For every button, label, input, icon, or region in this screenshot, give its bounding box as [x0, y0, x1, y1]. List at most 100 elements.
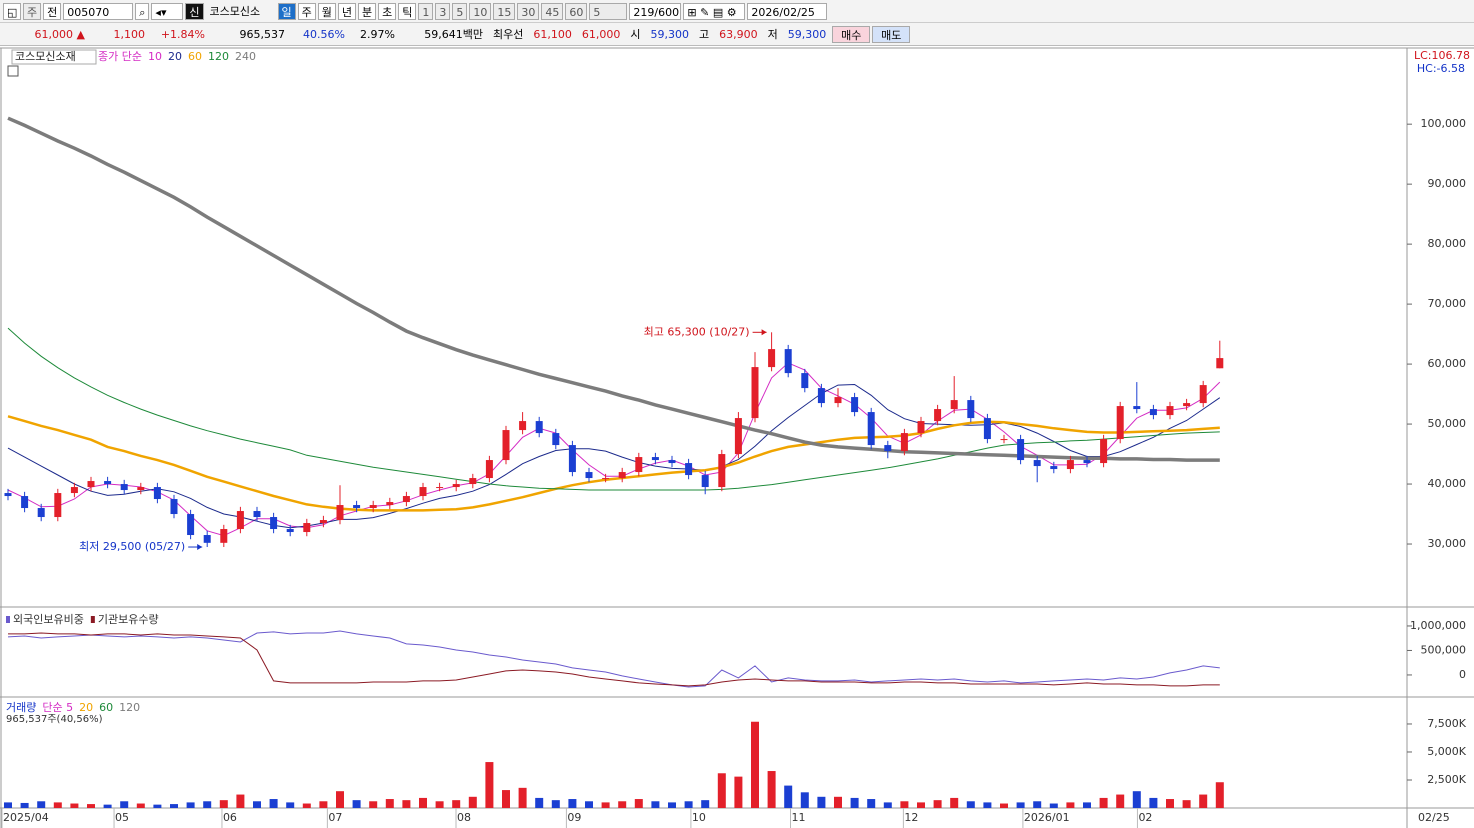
date-input[interactable]: 2026/02/25: [747, 2, 828, 20]
interval[interactable]: 5: [452, 2, 468, 20]
candle-body: [502, 430, 510, 461]
candle-body: [651, 457, 659, 461]
interval[interactable]: 10: [469, 2, 492, 20]
candle-body: [203, 535, 211, 543]
legend-label: 240: [235, 50, 256, 63]
open-label: 시: [630, 27, 641, 41]
prev-button[interactable]: 전: [43, 2, 62, 20]
volume-bar: [1099, 797, 1108, 808]
candle-body: [4, 493, 12, 497]
volume-bar: [136, 803, 145, 808]
candle-body: [784, 349, 792, 374]
volume-bar: [286, 802, 295, 808]
candle-body: [768, 349, 776, 368]
volume-bar: [883, 802, 892, 808]
legend-label: 60: [99, 701, 113, 714]
candle-body: [1183, 403, 1191, 407]
volume-bar: [1016, 802, 1025, 808]
volume-bar: [369, 801, 378, 808]
candle-body: [452, 484, 460, 488]
volume-ratio: 40.56%: [303, 27, 345, 41]
tab[interactable]: 분: [358, 2, 377, 20]
low-label: 저: [767, 27, 778, 41]
amount: 59,641백만: [424, 27, 483, 41]
volume-bar: [551, 800, 560, 808]
period-select[interactable]: 주: [23, 2, 42, 20]
interval[interactable]: 45: [541, 2, 564, 20]
volume-bar: [37, 801, 46, 808]
volume-bar: [734, 776, 743, 808]
volume-bar: [668, 802, 676, 808]
sound-button[interactable]: ◂▾: [151, 2, 184, 20]
value-label: 965,537주(40,56%): [6, 714, 103, 725]
volume-bar: [1199, 794, 1208, 808]
interval[interactable]: 15: [493, 2, 516, 20]
legend-label: 120: [208, 50, 229, 63]
candle-body: [900, 433, 908, 452]
icon-button[interactable]: ◱: [3, 2, 21, 20]
x-tick-label: 2026/01: [1024, 811, 1070, 824]
legend-label: 외국인보유비중: [13, 613, 84, 626]
candle-body: [917, 421, 925, 434]
y-tick-label: 50,000: [1428, 417, 1467, 430]
y-tick-label: 100,000: [1421, 117, 1467, 130]
tab[interactable]: 초: [378, 2, 397, 20]
interval[interactable]: 1: [418, 2, 434, 20]
legend-swatch: [90, 616, 95, 623]
candle-body: [851, 397, 859, 413]
y-tick-label: 80,000: [1428, 237, 1467, 250]
volume-bar: [618, 801, 627, 808]
volume-bar: [601, 802, 610, 808]
tab[interactable]: 주: [297, 2, 316, 20]
candle-body: [253, 511, 261, 518]
volume-bar: [203, 801, 212, 808]
ma-line: [7, 362, 1221, 537]
interval[interactable]: 30: [517, 2, 540, 20]
candle-body: [867, 412, 875, 446]
candle-body: [70, 487, 78, 494]
tab[interactable]: 월: [317, 2, 336, 20]
grid-icon: [7, 65, 19, 77]
candle-body: [137, 487, 145, 491]
volume-bar: [253, 801, 261, 808]
x-tick-label: 07: [328, 811, 342, 824]
interval[interactable]: 60: [565, 2, 588, 20]
candle-body: [701, 475, 709, 488]
candle-body: [967, 400, 975, 419]
volume-bar: [1166, 799, 1174, 808]
candle-body: [170, 499, 178, 515]
volume-bar: [933, 800, 942, 808]
date-label: 02/25: [1418, 811, 1450, 824]
code-input[interactable]: 005070: [63, 2, 134, 20]
series-line: [7, 630, 1220, 688]
candle-body: [187, 514, 195, 536]
x-tick-label: 09: [567, 811, 581, 824]
volume: 965,537: [239, 27, 286, 41]
tab[interactable]: 틱: [398, 2, 417, 20]
buy-button[interactable]: 매수: [832, 25, 871, 43]
x-tick-label: 2025/04: [3, 811, 49, 824]
change-pct: +1.84%: [160, 27, 205, 41]
candle-body: [718, 454, 726, 488]
tab[interactable]: 일: [277, 2, 296, 20]
volume-bar: [817, 796, 826, 808]
legend-swatch: [6, 616, 10, 623]
tab[interactable]: 년: [337, 2, 357, 20]
candle-body: [1000, 439, 1008, 441]
candle-body: [153, 487, 161, 500]
volume-bar: [684, 801, 693, 808]
interval[interactable]: 3: [435, 2, 451, 20]
volume-bar: [468, 796, 477, 808]
candle-body: [386, 502, 394, 506]
candle-body: [120, 484, 128, 491]
candle-body: [419, 487, 427, 497]
volume-bar: [900, 801, 909, 808]
volume-bar: [4, 802, 12, 808]
sell-button[interactable]: 매도: [872, 25, 911, 43]
count-select[interactable]: 5: [589, 2, 628, 20]
tool-buttons[interactable]: ⊞ ✎ ▤ ⚙: [683, 2, 746, 20]
volume-bar: [20, 802, 29, 808]
volume-bar: [1215, 782, 1224, 808]
search-button[interactable]: ⌕: [135, 2, 150, 20]
